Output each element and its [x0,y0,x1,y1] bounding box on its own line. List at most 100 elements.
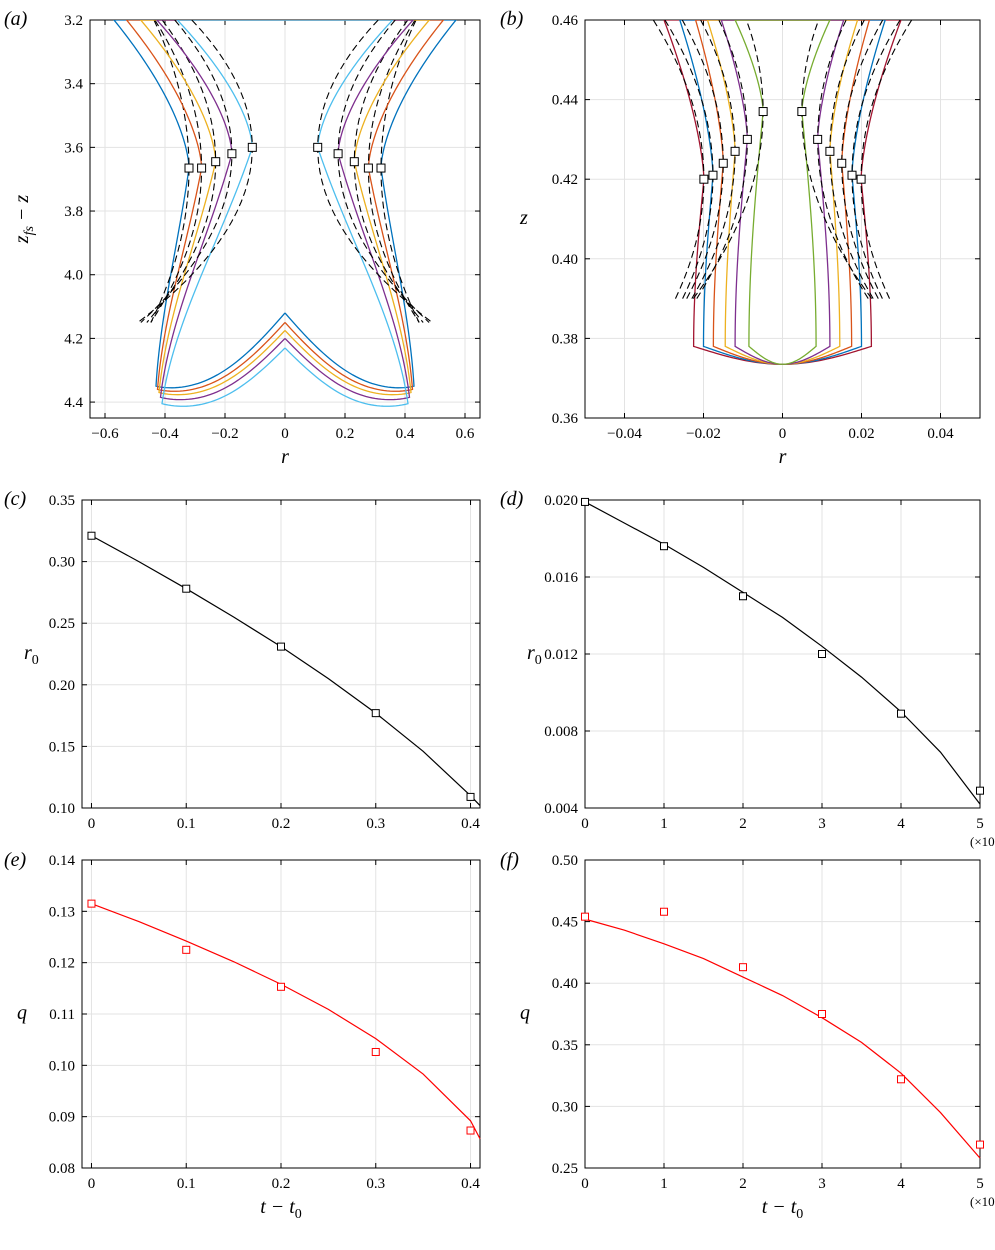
x-tick-label: 3 [818,1176,826,1192]
data-point [466,1126,475,1135]
panel-label: (b) [500,8,524,30]
y-tick-label: 3.2 [64,13,83,29]
data-point [739,963,747,972]
y-tick-label: 3.6 [64,140,83,156]
y-tick-label: 0.35 [49,493,75,509]
fit-dashed-line [652,20,705,299]
x-tick-label: 1 [660,816,668,832]
y-tick-label: 0.14 [49,853,76,869]
fit-dashed-line [353,20,424,323]
x-tick-label: 0.4 [461,1176,480,1192]
x-tick-label: 0.02 [848,426,874,442]
data-point [976,1140,984,1149]
x-tick-label: 0 [281,426,289,442]
neck-marker [856,174,866,184]
x-tick-label: 0.1 [177,816,196,832]
x-tick-label: 2 [739,1176,747,1192]
y-axis-label-sub: 0 [535,653,542,668]
data-point [182,945,191,954]
y-tick-label: 0.020 [544,493,578,509]
x-tick-label: 0 [88,816,96,832]
fit-dashed-line [146,20,217,323]
fit-dashed-line [851,20,901,299]
y-tick-label: 0.08 [49,1161,75,1177]
x-tick-label: −0.02 [686,426,721,442]
y-tick-label: 0.15 [49,739,75,755]
y-tick-label: 0.50 [552,853,578,869]
neck-marker [333,149,343,159]
profile-line [139,20,431,396]
y-tick-label: 0.42 [552,172,578,188]
neck-marker [730,146,740,156]
y-axis-label: z [519,207,528,229]
neck-marker [825,146,835,156]
y-tick-label: 0.36 [552,411,579,427]
data-point [581,497,589,506]
grid [82,859,480,1169]
x-tick-label: 0.2 [272,1176,291,1192]
neck-marker [184,163,194,173]
profile-line [161,20,409,407]
y-tick-label: 0.40 [552,976,578,992]
x-tick-label: 5 [976,1176,984,1192]
fit-dashed-line [664,20,714,299]
data-point [371,709,380,718]
neck-marker [227,149,237,159]
fit-line [91,903,481,1140]
data-point [739,592,747,601]
neck-marker [349,157,359,167]
fit-dashed-line [317,20,433,323]
grid [584,499,981,809]
x-axis-label: r [779,446,787,468]
data-point [466,792,475,801]
fit-dashed-line [691,20,736,299]
x-tick-label: 0.04 [927,426,954,442]
data-point [818,1010,826,1018]
y-tick-label: 0.004 [544,801,578,817]
neck-marker [211,157,221,167]
panel-e: 0 0.1 0.2 0.3 0.4 0.08 0.09 0.10 0.11 0.12 0.13 0.1… [4,849,481,1222]
data-point [87,899,96,908]
data-point [277,642,285,651]
x-tick-label: 0.1 [177,1176,196,1192]
panel-a: −0.6 −0.4 −0.2 0 0.2 0.4 0.6 3.2 3.4 3.6 3.8 4.0 4.2… [4,8,481,468]
y-tick-label: 0.09 [49,1110,75,1126]
neck-marker [742,134,752,144]
x-tick-label: 5 [976,816,984,832]
y-tick-label: 3.4 [64,77,83,93]
profiles [652,20,913,365]
data-point [87,531,96,540]
neck-marker [708,170,718,180]
y-axis-label: q [520,1002,530,1024]
y-tick-label: 0.45 [552,915,578,931]
neck-marker [847,170,857,180]
panel-label: (e) [4,849,27,871]
profile-line [734,20,831,365]
panel-label: (d) [500,488,524,510]
neck-marker [313,142,323,152]
fit-dashed-line [696,20,748,299]
data-point [976,786,984,795]
neck-marker [699,174,709,184]
profile-line [156,20,414,401]
panel-f: 0 1 2 3 4 5 0.25 0.30 0.35 0.40 0.45 0.50 (f) (×10−4)… [500,849,995,1222]
x-tick-label: 0.4 [396,426,415,442]
neck-marker [718,158,728,168]
x-tick-label: 3 [818,816,826,832]
y-tick-label: 0.10 [49,801,75,817]
neck-marker [197,163,207,173]
x-axis-label-main: t − t [762,1196,797,1218]
x-multiplier: (×10−4) [970,1192,995,1209]
grid [82,499,480,809]
neck-marker [363,163,373,173]
y-tick-label: 4.2 [64,331,83,347]
x-tick-label: 0 [581,1176,589,1192]
neck-marker [797,107,807,117]
x-tick-label: 4 [897,816,905,832]
x-tick-label: 4 [897,1176,905,1192]
x-tick-label: 0.2 [336,426,355,442]
profile-line [663,20,902,365]
profile-line [125,20,445,392]
profile-line [694,20,871,365]
x-tick-label: 0.6 [456,426,475,442]
